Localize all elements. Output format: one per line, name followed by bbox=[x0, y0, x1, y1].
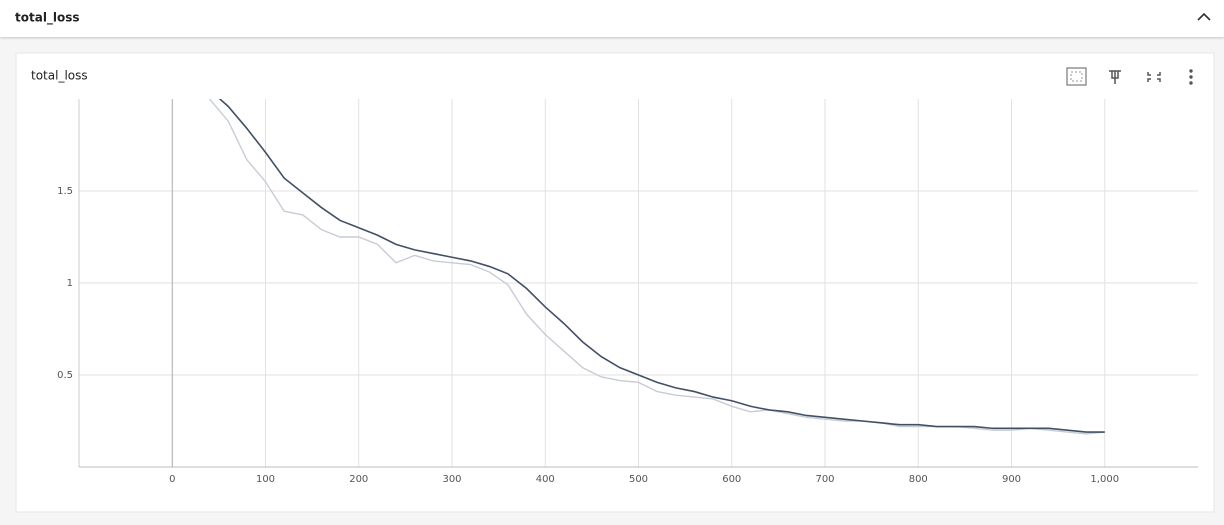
fit-button[interactable] bbox=[1066, 67, 1087, 86]
shrink-button[interactable] bbox=[1147, 72, 1161, 82]
y-tick-label: 0.5 bbox=[57, 370, 73, 381]
x-tick-label: 400 bbox=[536, 474, 555, 485]
collapse-button[interactable] bbox=[1197, 12, 1211, 21]
x-tick-label: 0 bbox=[169, 474, 175, 485]
x-tick-label: 800 bbox=[909, 474, 928, 485]
x-tick-label: 700 bbox=[815, 474, 834, 485]
x-tick-label: 200 bbox=[349, 474, 368, 485]
y-tick-label: 1 bbox=[67, 278, 73, 289]
x-tick-label: 500 bbox=[629, 474, 648, 485]
y-tick-label: 1.5 bbox=[57, 186, 73, 197]
series-line bbox=[218, 99, 1105, 433]
header-title: total_loss bbox=[15, 11, 80, 26]
x-tick-label: 1,000 bbox=[1090, 474, 1119, 485]
header-bar bbox=[0, 0, 1224, 37]
x-tick-label: 900 bbox=[1002, 474, 1021, 485]
x-tick-label: 100 bbox=[256, 474, 275, 485]
x-tick-label: 600 bbox=[722, 474, 741, 485]
card-title: total_loss bbox=[31, 69, 88, 83]
menu-button[interactable] bbox=[1189, 69, 1193, 85]
x-tick-label: 300 bbox=[442, 474, 461, 485]
pin-button[interactable] bbox=[1109, 70, 1121, 84]
